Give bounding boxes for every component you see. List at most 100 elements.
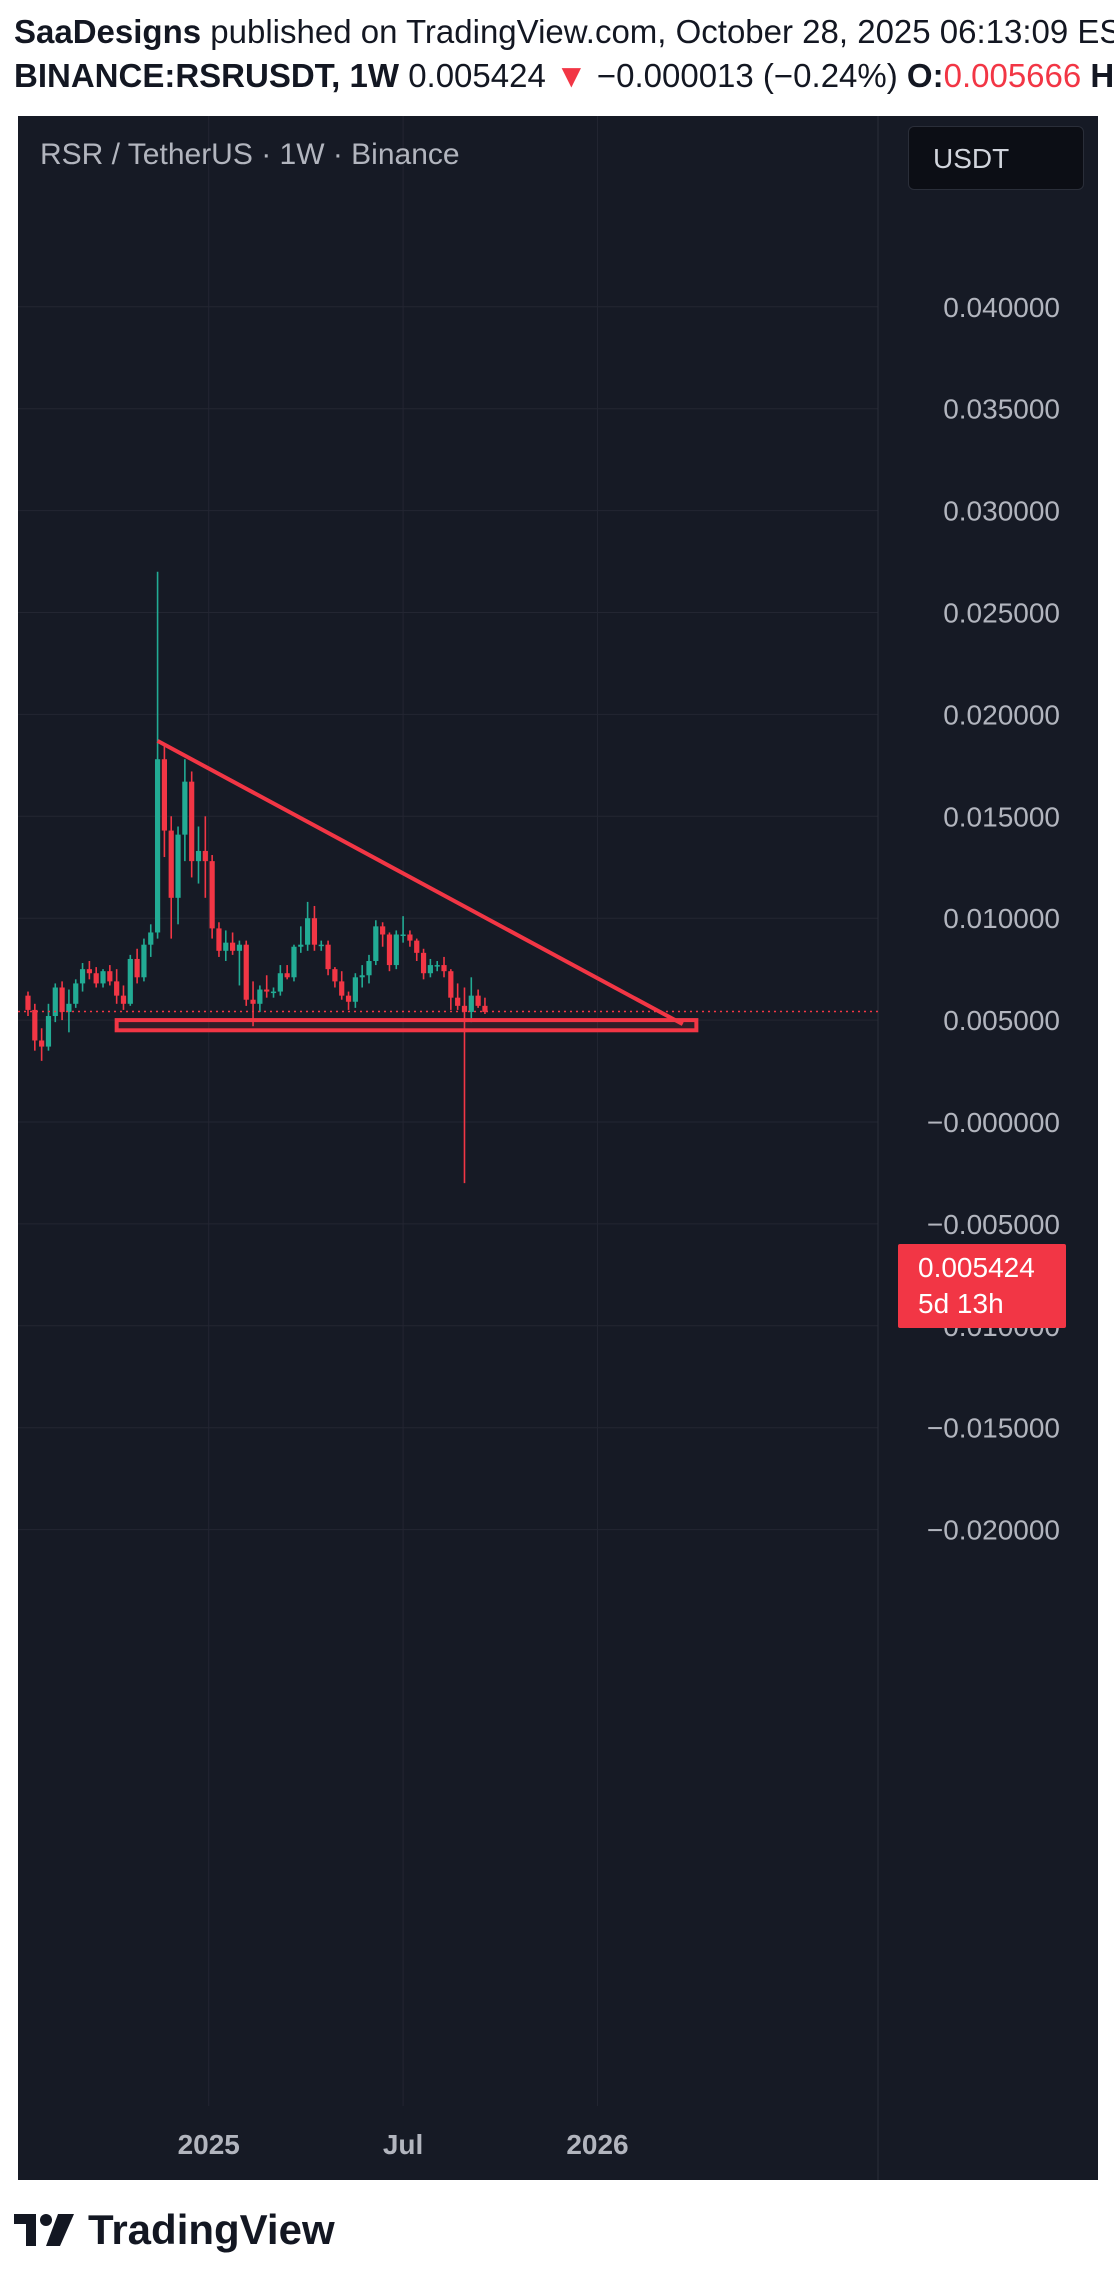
y-tick-label: 0.030000 (943, 496, 1060, 527)
candle-body (305, 918, 311, 945)
candle-body (257, 989, 263, 1004)
candle-body (332, 969, 338, 982)
candle-body (93, 973, 99, 984)
candle-body (230, 942, 236, 951)
candle-body (339, 981, 345, 996)
candle-body (175, 834, 181, 898)
x-tick-label: 2025 (178, 2129, 240, 2160)
published-text: published on TradingView.com, October 28… (210, 13, 1114, 50)
y-tick-label: −0.000000 (927, 1107, 1060, 1138)
candle-body (32, 1009, 38, 1041)
price-change: −0.000013 (−0.24%) (596, 57, 898, 94)
candle-body (407, 934, 413, 941)
candle-body (73, 983, 79, 1004)
candle-body (202, 850, 208, 862)
candle-body (264, 989, 270, 992)
currency-button[interactable]: USDT (908, 126, 1084, 190)
candle-body (414, 940, 420, 953)
candle-body (475, 995, 481, 1006)
candle-body (468, 995, 474, 1012)
x-tick-label: 2026 (566, 2129, 628, 2160)
last-price: 0.005424 (408, 57, 546, 94)
candle-body (400, 934, 406, 937)
candle-body (236, 944, 243, 951)
candle-body (168, 830, 174, 898)
y-tick-label: −0.015000 (927, 1413, 1060, 1444)
countdown-label: 5d 13h (918, 1288, 1004, 1319)
candle-body (380, 926, 386, 935)
candle-body (154, 759, 161, 933)
candle-body (195, 850, 202, 862)
tradingview-logo-text: TradingView (88, 2206, 335, 2253)
candle-body (311, 918, 318, 945)
y-tick-label: 0.035000 (943, 394, 1060, 425)
candle-body (120, 995, 127, 1004)
candle-body (209, 861, 215, 929)
candle-body (114, 981, 120, 996)
candle-body (52, 987, 58, 1017)
candle-body (420, 952, 427, 974)
candle-body (86, 969, 92, 974)
y-tick-label: 0.010000 (943, 903, 1060, 934)
y-tick-label: 0.020000 (943, 699, 1060, 730)
candle-body (455, 997, 461, 1006)
candle-body (216, 928, 222, 951)
current-price-label: 0.005424 (918, 1252, 1035, 1283)
candle-body (134, 958, 140, 978)
candle-body (359, 975, 365, 978)
symbol-line: BINANCE:RSRUSDT, 1W 0.005424 ▼ −0.000013… (14, 54, 1114, 98)
candle-body (373, 926, 379, 961)
candle-body (427, 965, 433, 974)
publish-line: SaaDesigns published on TradingView.com,… (14, 10, 1114, 54)
candle-body (461, 1005, 468, 1012)
candle-body (482, 1005, 488, 1012)
y-tick-label: −0.020000 (927, 1515, 1060, 1546)
open-label: O: (906, 57, 944, 94)
candle-body (291, 946, 297, 978)
candle-body (141, 944, 147, 978)
x-tick-label: Jul (383, 2129, 423, 2160)
candle-body (284, 973, 290, 978)
candle-body (386, 934, 393, 966)
support-zone-box[interactable] (114, 1018, 699, 1033)
candle-body (250, 999, 256, 1004)
candlestick-chart[interactable]: 0.040000 0.035000 0.030000 0.025000 0.020000… (18, 116, 1098, 2180)
chart-legend: RSR / TetherUS · 1W · Binance (40, 138, 460, 171)
candle-body (148, 932, 154, 945)
tradingview-logo-icon (14, 2214, 74, 2246)
candle-body (223, 942, 229, 951)
y-tick-label: 0.025000 (943, 598, 1060, 629)
candle-body (100, 971, 106, 984)
candle-body (243, 944, 249, 1000)
candle-body (161, 759, 167, 831)
open-value: 0.005666 (943, 57, 1082, 94)
candle-body (325, 944, 331, 970)
resistance-trend-line[interactable] (156, 739, 684, 1026)
candle-body (127, 958, 133, 1004)
candle-body (59, 987, 65, 1012)
candle-body (45, 1016, 52, 1047)
down-arrow-icon: ▼ (555, 57, 588, 94)
y-tick-label: 0.005000 (943, 1005, 1060, 1036)
footer: TradingView (14, 2206, 335, 2254)
candle-body (182, 781, 188, 835)
candle-body (352, 977, 358, 1002)
candle-body (189, 781, 195, 862)
candle-body (107, 971, 113, 982)
candle-body (318, 944, 324, 947)
y-tick-label: 0.040000 (943, 292, 1060, 323)
publish-header: SaaDesigns published on TradingView.com,… (14, 10, 1114, 98)
candle-body (441, 965, 447, 972)
candle-body (448, 971, 454, 998)
chart-pane[interactable]: 0.040000 0.035000 0.030000 0.025000 0.020000… (18, 116, 1098, 2180)
y-tick-label: −0.005000 (927, 1209, 1060, 1240)
candle-body (79, 969, 86, 984)
high-label: H (1090, 57, 1114, 94)
author-name[interactable]: SaaDesigns (14, 13, 202, 50)
candle-body (345, 995, 352, 1002)
candle-body (66, 1003, 72, 1012)
current-price-tag: 0.005424 5d 13h (898, 1244, 1066, 1328)
candle-body (39, 1040, 45, 1047)
y-tick-label: 0.015000 (943, 801, 1060, 832)
candle-body (434, 965, 440, 967)
